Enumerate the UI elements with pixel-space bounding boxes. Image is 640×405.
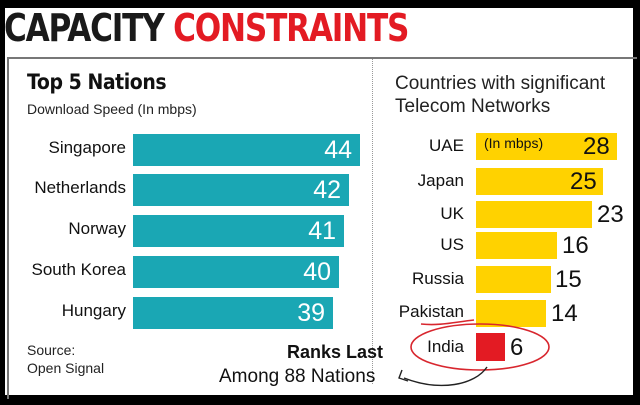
bar-singapore: 44: [133, 134, 360, 166]
bar-label-uk: UK: [440, 204, 464, 223]
bar-japan: [476, 168, 603, 195]
value-india: 6: [510, 334, 524, 361]
bar-uk: [476, 201, 592, 228]
bar-label-japan: Japan: [417, 171, 464, 190]
value-japan: 25: [570, 168, 597, 195]
bar-label-norway: Norway: [68, 219, 126, 238]
bar-label-south-korea: South Korea: [31, 260, 126, 279]
title-part-red: CONSTRAINTS: [173, 6, 409, 50]
bar-hungary: 39: [133, 297, 333, 329]
value-uae: 28: [583, 133, 610, 160]
bar-label-singapore: Singapore: [48, 138, 126, 157]
bar-pakistan: [476, 300, 546, 327]
value-us: 16: [562, 232, 589, 259]
unit-label: (In mbps): [484, 135, 544, 151]
chart-panel-box: [7, 57, 637, 399]
bar-norway: 41: [133, 215, 344, 247]
left-chart-subtitle: Download Speed (In mbps): [27, 101, 197, 117]
left-chart-title: Top 5 Nations: [27, 70, 167, 94]
bar-label-uae: UAE: [429, 136, 464, 155]
value-uk: 23: [597, 201, 624, 228]
right-title-line1: Countries with significant: [395, 73, 606, 94]
bar-label-pakistan: Pakistan: [398, 302, 464, 321]
panel-divider: [372, 59, 373, 384]
bar-label-netherlands: Netherlands: [34, 178, 126, 197]
value-pakistan: 14: [551, 300, 578, 327]
page-title: CAPACITY CONSTRAINTS: [4, 4, 409, 52]
bar-label-hungary: Hungary: [61, 301, 126, 320]
source-name: Open Signal: [27, 360, 105, 376]
bar-us: [476, 232, 557, 259]
ranks-last-detail: Among 88 Nations: [219, 366, 376, 387]
bar-uae: [476, 133, 617, 160]
bar-india: [476, 333, 505, 361]
value-russia: 15: [555, 266, 582, 293]
bar-label-us: US: [440, 235, 464, 254]
bar-label-russia: Russia: [412, 269, 464, 288]
right-chart-title: Countries with significant Telecom Netwo…: [395, 72, 605, 118]
bar-south-korea: 40: [133, 256, 339, 288]
title-part-black: CAPACITY: [4, 6, 165, 50]
ranks-last-headline: Ranks Last: [287, 342, 384, 362]
bar-netherlands: 42: [133, 174, 349, 206]
bar-russia: [476, 266, 551, 293]
source-credit: Source: Open Signal: [27, 341, 104, 377]
right-title-line2: Telecom Networks: [395, 96, 551, 117]
source-label: Source:: [27, 342, 76, 358]
